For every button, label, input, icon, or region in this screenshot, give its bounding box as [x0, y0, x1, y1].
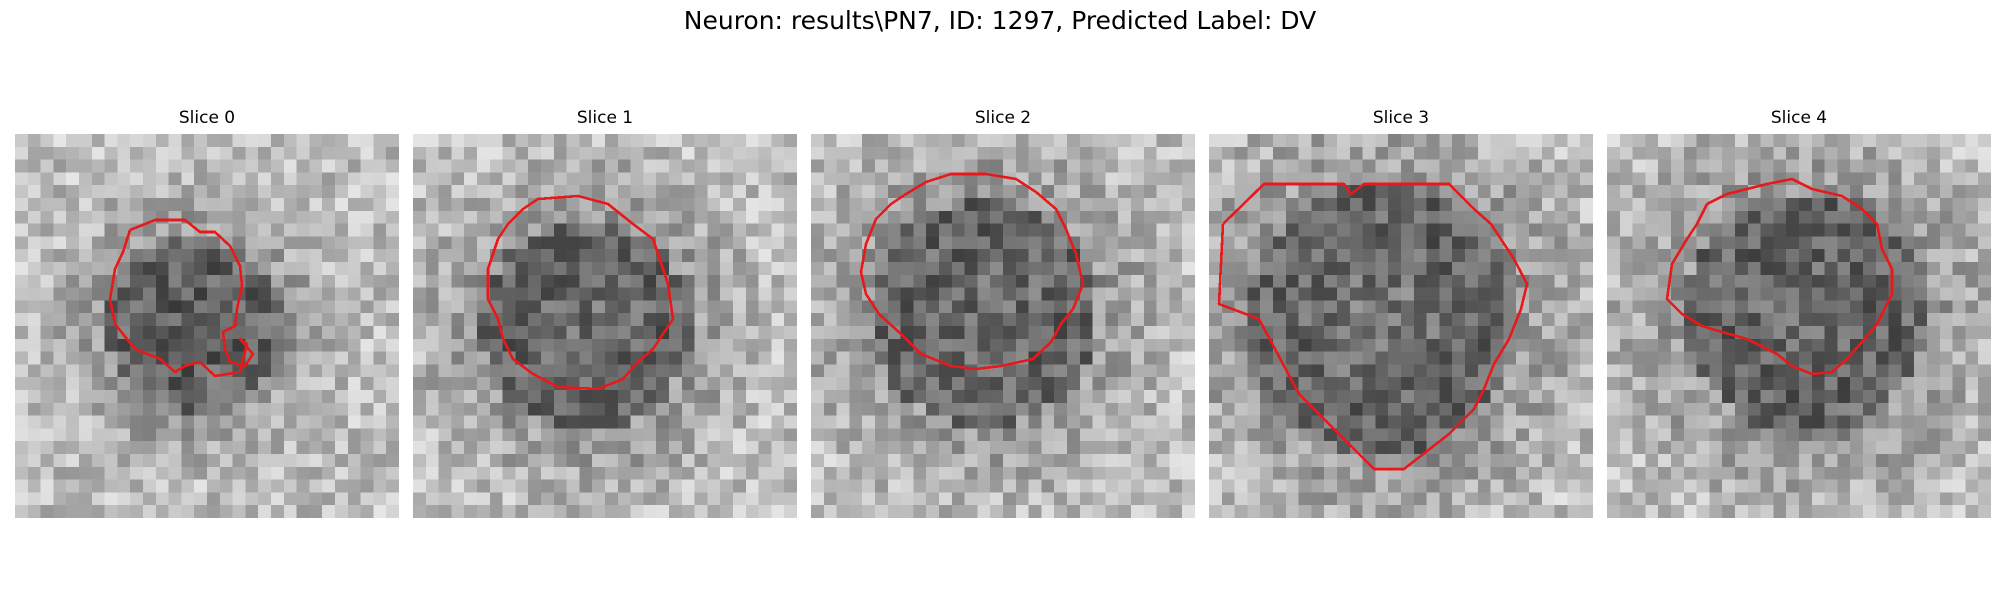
- segmentation-contour: [859, 172, 1085, 371]
- segmentation-contour: [486, 194, 675, 391]
- slice-image-3: [1209, 134, 1593, 518]
- slice-image-2: [811, 134, 1195, 518]
- slice-title: Slice 0: [178, 108, 236, 128]
- slice-panel-0: Slice 0: [15, 108, 399, 518]
- slice-image-4: [1607, 134, 1991, 518]
- slice-title: Slice 2: [974, 108, 1032, 128]
- slice-image-1: [413, 134, 797, 518]
- slice-image-0: [15, 134, 399, 518]
- segmentation-contour: [1665, 177, 1894, 376]
- slice-panel-1: Slice 1: [413, 108, 797, 518]
- slice-title: Slice 1: [576, 108, 634, 128]
- slice-panel-3: Slice 3: [1209, 108, 1593, 518]
- slice-title: Slice 3: [1372, 108, 1430, 128]
- segmentation-contour: [1217, 182, 1529, 471]
- segmentation-contour: [108, 218, 255, 378]
- figure-title: Neuron: results\PN7, ID: 1297, Predicted…: [683, 6, 1317, 35]
- slice-title: Slice 4: [1770, 108, 1828, 128]
- slice-panel-4: Slice 4: [1607, 108, 1991, 518]
- slice-panel-2: Slice 2: [811, 108, 1195, 518]
